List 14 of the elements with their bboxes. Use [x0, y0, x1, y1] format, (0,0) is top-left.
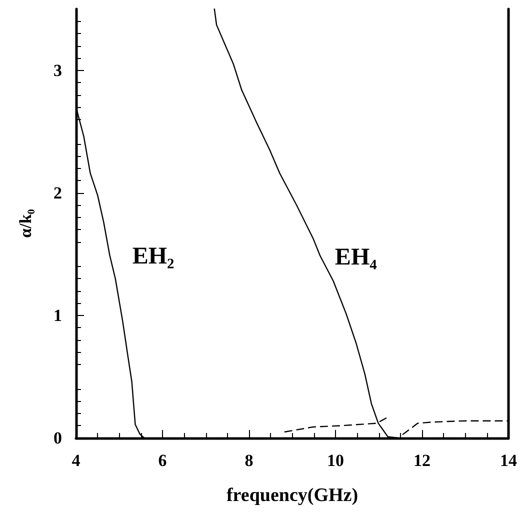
y-tick-label: 3	[54, 60, 62, 80]
x-tick-label: 14	[500, 451, 518, 470]
x-tick-label: 6	[158, 451, 167, 470]
y-axis-title: α/k₀	[16, 209, 35, 238]
x-tick-label: 12	[414, 451, 430, 470]
y-tick-label: 1	[54, 306, 62, 325]
x-tick-label: 8	[244, 451, 254, 470]
y-tick-label: 0	[54, 428, 62, 448]
series-label: EH₂	[132, 244, 174, 270]
x-tick-label: 4	[72, 451, 81, 470]
x-tick-label: 10	[327, 451, 344, 470]
series-label: EH₄	[334, 244, 377, 270]
x-axis-title: frequency(GHz)	[226, 485, 358, 506]
y-tick-label: 2	[54, 183, 62, 202]
